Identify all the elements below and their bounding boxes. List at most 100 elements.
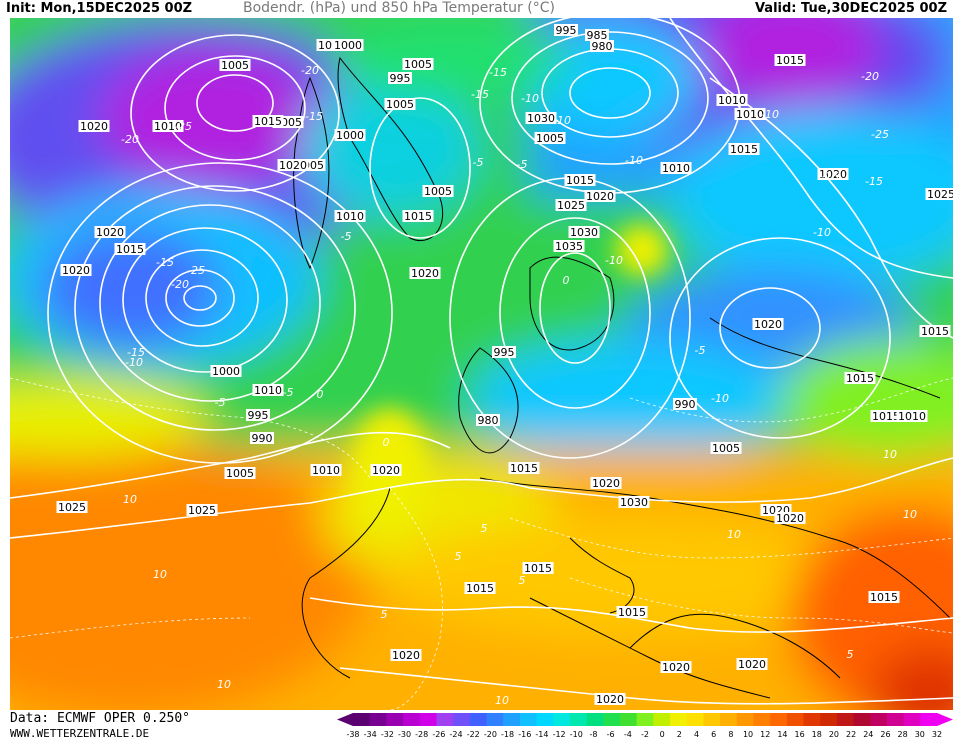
pressure-label: 1020 (279, 159, 307, 172)
pressure-label-bg (186, 504, 218, 516)
pressure-label-bg (384, 98, 416, 110)
colorbar-left-arrow (337, 713, 353, 726)
data-source-label: Data: ECMWF OPER 0.250° (10, 711, 191, 726)
pressure-label-bg (402, 210, 434, 222)
temperature-label: -10 (711, 392, 729, 405)
colorbar-tick-label: 4 (694, 730, 699, 738)
colorbar-tick-label: 28 (898, 730, 908, 738)
pressure-label: 1015 (566, 174, 594, 187)
colorbar-swatch (569, 713, 588, 726)
temperature-label: 10 (903, 508, 917, 521)
colorbar-swatch (469, 713, 487, 726)
pressure-label-bg (525, 112, 557, 124)
pressure-label-bg (896, 410, 928, 422)
pressure-label: 1020 (80, 120, 108, 133)
colorbar-swatches (337, 713, 953, 726)
pressure-label-bg (94, 226, 126, 238)
colorbar-right-arrow (937, 713, 953, 726)
pressure-label: 1015 (921, 325, 949, 338)
temperature-label: -5 (341, 230, 352, 243)
pressure-label-bg (728, 143, 760, 155)
temperature-labels: -25-15-25-20-10-15-20-10-5-10-15-10-5-25… (121, 64, 917, 707)
pressure-label: 1010 (336, 210, 364, 223)
colorbar-swatch (836, 713, 855, 726)
temperature-label: -25 (174, 120, 192, 133)
pressure-label: 1005 (712, 442, 740, 455)
colorbar-swatch (536, 713, 554, 726)
colorbar-tick-label: -12 (553, 730, 566, 738)
pressure-label: 1035 (555, 240, 583, 253)
pressure-label-bg (752, 318, 784, 330)
pressure-label: 1005 (221, 59, 249, 72)
colorbar-swatch (870, 713, 888, 726)
website-link[interactable]: WWW.WETTERZENTRALE.DE (10, 727, 150, 740)
colorbar-swatch (770, 713, 788, 726)
pressure-label: 1025 (58, 501, 86, 514)
pressure-label-bg (734, 108, 766, 120)
map-title: Bodendr. (hPa) und 850 hPa Temperatur (°… (243, 0, 555, 16)
colorbar-tick-label: 0 (660, 730, 665, 738)
colorbar-swatch (703, 713, 721, 726)
colorbar-swatch (403, 713, 421, 726)
colorbar-swatch (803, 713, 821, 726)
pressure-label-bg (553, 240, 585, 252)
colorbar-tick-label: -20 (484, 730, 497, 738)
temperature-label: 0 (563, 274, 570, 287)
pressure-label: 1025 (188, 504, 216, 517)
colorbar-swatch (603, 713, 621, 726)
colorbar-swatch (636, 713, 654, 726)
colorbar-tick-label: 12 (760, 730, 770, 738)
pressure-label: 995 (248, 409, 269, 422)
pressure-label-bg (534, 132, 566, 144)
colorbar-tick-label: -2 (641, 730, 649, 738)
colorbar-swatch (720, 713, 738, 726)
colorbar-swatch (903, 713, 921, 726)
pressure-label-bg (409, 267, 441, 279)
pressure-label: 1015 (870, 591, 898, 604)
colorbar-tick-label: 26 (880, 730, 890, 738)
temperature-label: -20 (121, 133, 139, 146)
colorbar-swatch (453, 713, 471, 726)
colorbar-tick-label: 2 (677, 730, 682, 738)
pressure-label: 1020 (738, 658, 766, 671)
colorbar-swatch (419, 713, 437, 726)
pressure-label-bg (334, 210, 366, 222)
temperature-label: -25 (871, 128, 889, 141)
pressure-label: 990 (252, 432, 273, 445)
pressure-label-bg (618, 496, 650, 508)
pressure-label: 1010 (898, 410, 926, 423)
colorbar-tick-label: -18 (501, 730, 514, 738)
pressure-label-bg (919, 325, 951, 337)
pressure-label: 1000 (334, 39, 362, 52)
pressure-label-bg (224, 467, 256, 479)
pressure-label-bg (388, 72, 412, 84)
pressure-label-bg (246, 409, 270, 421)
temperature-label: -10 (761, 108, 779, 121)
pressure-label: 1020 (819, 168, 847, 181)
pressure-label: 1015 (404, 210, 432, 223)
pressure-label: 1015 (466, 582, 494, 595)
pressure-label-bg (508, 462, 540, 474)
pressure-label-bg (590, 40, 614, 52)
colorbar-tick-label: -14 (535, 730, 548, 738)
colorbar-tick-label: 18 (812, 730, 822, 738)
pressure-label: 1010 (662, 162, 690, 175)
colorbar-swatch (853, 713, 871, 726)
pressure-label-bg (210, 365, 242, 377)
colorbar-tick-label: 6 (711, 730, 716, 738)
pressure-label-bg (555, 199, 587, 211)
pressure-label: 1030 (620, 496, 648, 509)
colorbar-swatch (436, 713, 454, 726)
pressure-label: 1005 (536, 132, 564, 145)
pressure-label-bg (310, 464, 342, 476)
pressure-label-bg (564, 174, 596, 186)
temperature-label: -10 (813, 226, 831, 239)
colorbar-swatch (386, 713, 404, 726)
colorbar-tick-label: 20 (829, 730, 839, 738)
colorbar-swatch (369, 713, 387, 726)
pressure-label: 1005 (386, 98, 414, 111)
temperature-label: -15 (489, 66, 507, 79)
pressure-label: 1015 (872, 410, 900, 423)
pressure-label: 980 (478, 414, 499, 427)
pressure-labels: 1000100599510051015102010101005100010051… (56, 24, 953, 706)
